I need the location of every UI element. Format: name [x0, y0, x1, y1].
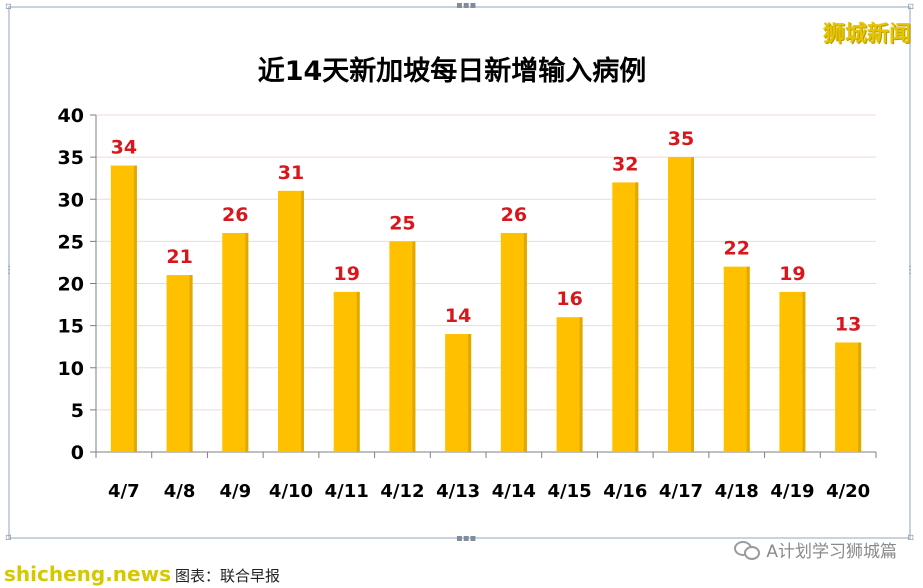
bar-4-16 [612, 182, 639, 452]
x-tick-label: 4/13 [436, 481, 480, 502]
bar-edge [133, 165, 137, 453]
bar-4-8 [166, 275, 193, 452]
bar-4-10 [278, 190, 304, 452]
y-tick-label: 20 [58, 274, 84, 296]
data-label: 13 [835, 313, 861, 335]
x-tick-label: 4/17 [659, 481, 703, 502]
bar-4-12 [389, 241, 416, 452]
data-label: 16 [556, 288, 582, 310]
bar-4-9 [222, 232, 249, 452]
resize-handle-left[interactable]: ⋮ [4, 265, 14, 276]
resize-handle-right[interactable]: ⋮ [905, 265, 915, 276]
account-name: A计划学习狮城篇 [766, 542, 897, 562]
data-label: 21 [166, 246, 192, 268]
bar-edge [468, 334, 472, 452]
bar-4-14 [500, 232, 527, 452]
y-tick-label: 0 [71, 442, 84, 464]
resize-handle-corner-br[interactable]: ▫ [907, 532, 914, 543]
data-label: 14 [445, 305, 471, 327]
x-tick-label: 4/15 [547, 481, 591, 502]
bar-4-11 [333, 291, 360, 452]
bar-4-17 [668, 157, 694, 452]
x-tick-label: 4/8 [164, 481, 196, 502]
data-label: 26 [222, 204, 248, 226]
y-tick-label: 5 [71, 400, 84, 422]
y-tick-labels: 0 5 10 15 20 25 30 35 40 [58, 105, 84, 464]
x-tick-label: 4/16 [603, 481, 647, 502]
x-tick-label: 4/20 [826, 481, 870, 502]
bar-edge [579, 317, 583, 452]
bar-4-20 [835, 342, 862, 452]
x-tick-label: 4/12 [380, 481, 424, 502]
bar-4-19 [779, 291, 806, 452]
data-label: 31 [278, 162, 304, 184]
axes [95, 115, 877, 458]
bars [110, 157, 862, 453]
y-tick-label: 15 [58, 316, 84, 338]
bar-4-15 [556, 317, 583, 452]
y-tick-label: 10 [58, 358, 84, 380]
data-labels: 34 21 26 31 19 25 14 26 16 32 35 22 19 13 [111, 128, 862, 335]
x-tick-label: 4/7 [108, 481, 140, 502]
data-label: 32 [612, 153, 638, 175]
bar-4-13 [445, 334, 472, 452]
bar-edge [858, 342, 862, 452]
bar-edge [746, 266, 750, 452]
x-tick-label: 4/9 [219, 481, 251, 502]
y-tick-label: 40 [58, 105, 84, 127]
data-label: 19 [333, 263, 359, 285]
gridlines [90, 114, 876, 453]
data-label: 25 [389, 212, 415, 234]
data-label: 19 [779, 263, 805, 285]
x-tick-label: 4/18 [715, 481, 759, 502]
chart-title: 近14天新加坡每日新增输入病例 [258, 55, 647, 87]
bar-edge [189, 275, 193, 452]
wechat-icon [734, 540, 761, 560]
data-label: 35 [668, 128, 694, 150]
bar-4-7 [110, 165, 137, 453]
bar-edge [691, 157, 694, 452]
resize-handle-corner-tl[interactable]: ▫ [5, 1, 12, 12]
data-label: 34 [111, 137, 137, 159]
resize-handle-corner-tr[interactable]: ▫ [907, 1, 914, 12]
x-tick-label: 4/19 [770, 481, 814, 502]
y-tick-label: 30 [58, 189, 84, 211]
watermark-logo: 狮城新闻 [822, 22, 911, 47]
bar-edge [412, 241, 416, 452]
footer-brand: shicheng.news 图表：联合早报 [4, 562, 280, 586]
y-tick-label: 35 [58, 147, 84, 169]
bar-edge [802, 291, 806, 452]
bar-edge [635, 182, 639, 452]
brand-text: shicheng.news [4, 562, 171, 586]
bar-edge [523, 232, 527, 452]
bar-edge [301, 190, 304, 452]
x-tick-label: 4/14 [492, 481, 536, 502]
bar-4-18 [723, 266, 750, 452]
resize-handle-top[interactable]: ▪▪▪ [456, 0, 477, 11]
bar-edge [356, 291, 360, 452]
data-label: 22 [723, 238, 749, 260]
wechat-account: A计划学习狮城篇 [734, 537, 897, 562]
bar-edge [245, 232, 249, 452]
x-tick-labels: 4/7 4/8 4/9 4/10 4/11 4/12 4/13 4/14 4/15 4/16 4/1… [108, 481, 870, 502]
x-tick-label: 4/11 [325, 481, 369, 502]
x-tick-label: 4/10 [269, 481, 313, 502]
source-caption: 图表：联合早报 [175, 567, 281, 585]
y-tick-label: 25 [58, 231, 84, 253]
resize-handle-corner-bl[interactable]: ▫ [5, 532, 12, 543]
resize-handle-bottom[interactable]: ▪▪▪ [456, 533, 477, 544]
data-label: 26 [501, 204, 527, 226]
